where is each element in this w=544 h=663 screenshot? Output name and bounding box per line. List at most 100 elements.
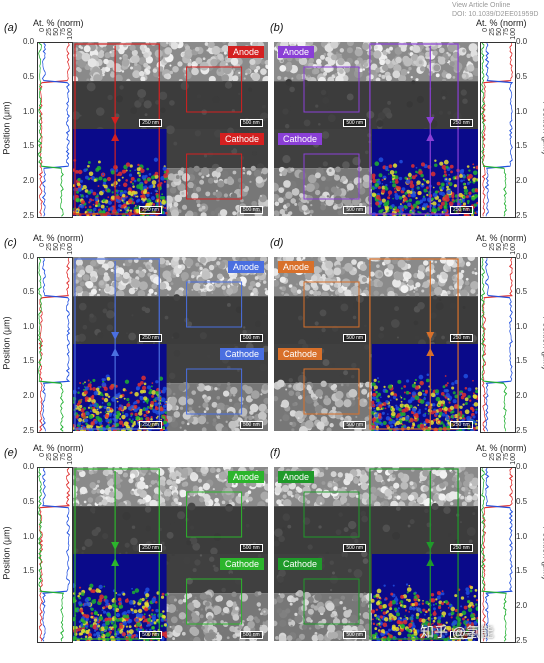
top-tick: 25	[46, 28, 53, 36]
position-tick: 0.5	[23, 498, 34, 506]
position-tick: 0.0	[516, 253, 527, 261]
profile-trace	[39, 258, 64, 431]
top-tick: 0	[39, 28, 46, 32]
top-tick: 0	[39, 453, 46, 457]
position-tick: 2.0	[23, 177, 34, 185]
profile-trace	[43, 468, 70, 641]
position-tick: 0.5	[516, 288, 527, 296]
panel-d: (d)At. % (norm)0255075100IrFPt0.00.51.01…	[272, 243, 538, 453]
panel-f: (f)At. % (norm)0255075100IrFPt0.00.51.01…	[272, 453, 538, 663]
position-tick: 1.5	[516, 142, 527, 150]
top-tick: 25	[489, 28, 496, 36]
scale-bar: 250 nm	[450, 544, 473, 552]
position-tick: 1.0	[23, 323, 34, 331]
scale-bar: 500 nm	[343, 119, 366, 127]
scale-bar: 500 nm	[240, 119, 263, 127]
scale-bar: 500 nm	[240, 334, 263, 342]
profile-trace	[43, 258, 70, 431]
position-tick: 1.0	[516, 323, 527, 331]
top-tick: 0	[39, 243, 46, 247]
position-tick: 2.0	[23, 392, 34, 400]
cathode-label: Cathode	[220, 558, 264, 570]
top-tick: 50	[496, 243, 503, 251]
at-percent-label: At. % (norm)	[33, 233, 84, 243]
position-tick: 1.5	[516, 357, 527, 365]
watermark-line1: View Article Online	[452, 2, 510, 9]
scale-bar: 500 nm	[343, 631, 366, 639]
top-tick: 100	[67, 243, 74, 255]
top-tick: 75	[60, 243, 67, 251]
cathode-label: Cathode	[278, 133, 322, 145]
anode-label: Anode	[228, 46, 264, 58]
cathode-label: Cathode	[278, 348, 322, 360]
profile-trace	[486, 43, 513, 216]
position-tick: 0.0	[23, 253, 34, 261]
panel-letter: (a)	[4, 22, 17, 34]
anode-label: Anode	[278, 46, 314, 58]
top-tick: 75	[60, 28, 67, 36]
position-tick: 1.0	[516, 108, 527, 116]
panel-letter: (b)	[270, 22, 283, 34]
profile-trace	[486, 468, 513, 641]
at-percent-label: At. % (norm)	[476, 18, 527, 28]
scale-bar: 250 nm	[450, 119, 473, 127]
top-tick: 25	[46, 243, 53, 251]
profile-trace	[43, 43, 70, 216]
anode-label: Anode	[228, 471, 264, 483]
position-tick: 1.0	[23, 108, 34, 116]
position-axis-label: Position (μm)	[2, 526, 12, 579]
position-tick: 0.5	[516, 498, 527, 506]
position-tick: 0.0	[516, 38, 527, 46]
position-tick: 2.5	[516, 212, 527, 220]
top-tick: 25	[489, 453, 496, 461]
cathode-label: Cathode	[220, 348, 264, 360]
scale-bar: 250 nm	[139, 334, 162, 342]
panel-letter: (e)	[4, 447, 17, 459]
panel-a: (a)At. % (norm)0255075100IrFPt0.00.51.01…	[4, 28, 270, 238]
position-tick: 0.5	[23, 288, 34, 296]
profile-trace	[40, 468, 70, 641]
composition-profile	[37, 467, 73, 643]
profile-trace	[486, 258, 513, 431]
position-tick: 0.5	[516, 73, 527, 81]
panel-letter: (c)	[4, 237, 17, 249]
top-tick: 50	[53, 453, 60, 461]
scale-bar: 250 nm	[450, 206, 473, 214]
profile-trace	[482, 258, 507, 431]
top-tick: 75	[60, 453, 67, 461]
profile-trace	[483, 43, 513, 216]
scale-bar: 500 nm	[240, 206, 263, 214]
position-tick: 2.5	[23, 427, 34, 435]
position-tick: 1.5	[23, 142, 34, 150]
scale-bar: 250 nm	[450, 421, 473, 429]
scale-bar: 500 nm	[343, 544, 366, 552]
scale-bar: 250 nm	[139, 421, 162, 429]
sem-composite: Anode Cathode 500 nm 250 nm 500 nm 250 nm	[274, 42, 478, 216]
at-percent-label: At. % (norm)	[476, 233, 527, 243]
position-axis-label: Position (μm)	[2, 316, 12, 369]
top-tick: 0	[482, 453, 489, 457]
profile-trace	[39, 468, 64, 641]
cathode-label: Cathode	[220, 133, 264, 145]
top-tick: 100	[67, 28, 74, 40]
anode-label: Anode	[278, 471, 314, 483]
top-tick: 25	[489, 243, 496, 251]
top-tick: 75	[503, 453, 510, 461]
scale-bar: 250 nm	[139, 206, 162, 214]
at-percent-label: At. % (norm)	[476, 443, 527, 453]
anode-label: Anode	[228, 261, 264, 273]
top-tick: 50	[53, 243, 60, 251]
panel-letter: (d)	[270, 237, 283, 249]
position-tick: 2.5	[23, 212, 34, 220]
scale-bar: 500 nm	[240, 631, 263, 639]
top-tick: 100	[67, 453, 74, 465]
composition-profile	[480, 257, 516, 433]
scale-bar: 250 nm	[450, 334, 473, 342]
composition-profile	[480, 467, 516, 643]
composition-profile	[480, 42, 516, 218]
scale-bar: 500 nm	[343, 206, 366, 214]
